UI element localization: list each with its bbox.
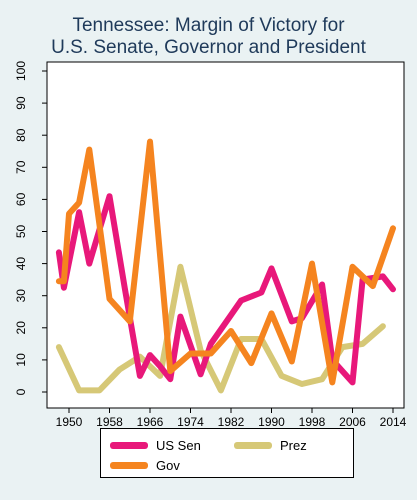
chart-subtitle: U.S. Senate, Governor and President: [51, 37, 366, 58]
series-line-us-sen: [55, 193, 396, 386]
x-tick-label: 1982: [218, 415, 245, 429]
series-line-gov: [55, 138, 396, 386]
y-tick-label: 60: [14, 192, 28, 206]
y-tick-label: 80: [14, 128, 28, 142]
legend-swatch-us-sen: [110, 441, 148, 449]
legend-label-gov: Gov: [156, 457, 180, 473]
x-tick-label: 1966: [137, 415, 164, 429]
legend-label-prez: Prez: [280, 437, 307, 453]
x-tick-label: 1990: [258, 415, 285, 429]
y-tick-label: 30: [14, 289, 28, 303]
x-tick-label: 2014: [380, 415, 407, 429]
x-tick-label: 1950: [56, 415, 83, 429]
x-tick-label: 1998: [299, 415, 326, 429]
chart-legend: US Sen Prez Gov: [100, 428, 354, 478]
chart-title: Tennessee: Margin of Victory for: [72, 15, 345, 36]
y-tick-label: 0: [14, 388, 28, 395]
x-tick-label: 2006: [339, 415, 366, 429]
legend-item-prez: Prez: [234, 435, 307, 455]
y-tick-label: 50: [14, 225, 28, 239]
legend-item-gov: Gov: [110, 455, 180, 475]
legend-label-us-sen: US Sen: [156, 437, 201, 453]
x-tick-label: 1958: [96, 415, 123, 429]
y-tick-label: 20: [14, 321, 28, 335]
y-tick-label: 100: [14, 61, 28, 81]
plot-area: [46, 61, 405, 409]
y-tick-label: 40: [14, 257, 28, 271]
y-tick-label: 10: [14, 353, 28, 367]
y-tick-label: 90: [14, 96, 28, 110]
x-tick-label: 1974: [177, 415, 204, 429]
y-tick-label: 70: [14, 160, 28, 174]
legend-item-us-sen: US Sen: [110, 435, 201, 455]
legend-swatch-gov: [110, 461, 148, 469]
legend-swatch-prez: [234, 441, 272, 449]
